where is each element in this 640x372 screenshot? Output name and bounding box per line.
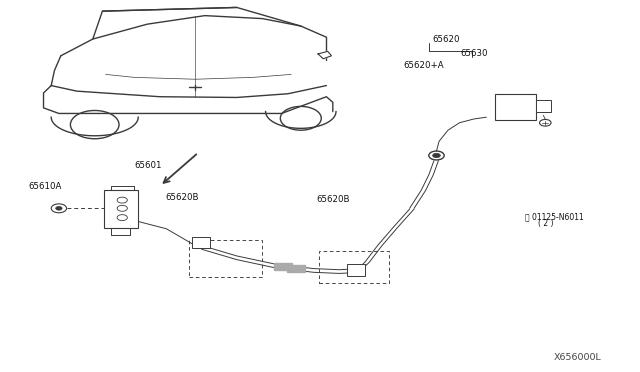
FancyBboxPatch shape xyxy=(347,264,365,276)
Text: 65601: 65601 xyxy=(134,161,162,170)
Bar xyxy=(274,263,292,270)
Polygon shape xyxy=(318,51,332,59)
Text: ( 2 ): ( 2 ) xyxy=(538,219,553,228)
Text: Ⓡ 01125-N6011: Ⓡ 01125-N6011 xyxy=(525,212,584,221)
Bar xyxy=(319,251,389,283)
FancyBboxPatch shape xyxy=(536,100,551,112)
Text: 65620+A: 65620+A xyxy=(403,61,444,70)
FancyBboxPatch shape xyxy=(192,237,210,248)
FancyBboxPatch shape xyxy=(495,94,536,120)
Text: 65620B: 65620B xyxy=(166,193,199,202)
Bar xyxy=(287,265,305,272)
Text: 65620B: 65620B xyxy=(316,195,349,204)
Circle shape xyxy=(56,206,62,210)
Text: 65630: 65630 xyxy=(461,49,488,58)
Circle shape xyxy=(433,153,440,158)
Text: 65620: 65620 xyxy=(433,35,460,44)
Bar xyxy=(189,240,262,277)
Text: X656000L: X656000L xyxy=(554,353,602,362)
FancyBboxPatch shape xyxy=(104,190,138,228)
Text: 65610A: 65610A xyxy=(29,182,62,191)
